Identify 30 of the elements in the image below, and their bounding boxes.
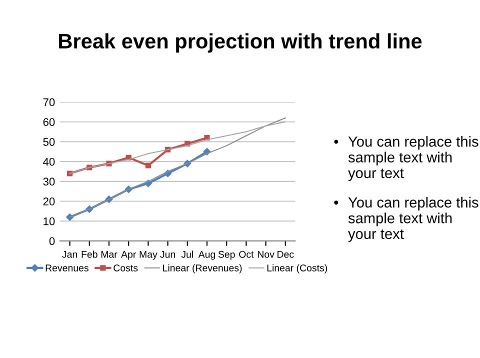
legend-label: Revenues [46,264,88,272]
y-tick-label: 60 [43,118,55,126]
y-tick-label: 0 [49,237,55,246]
x-tick-label: Mar [101,251,118,258]
x-tick-label: Jun [160,251,176,258]
x-tick-label: Nov [258,251,274,258]
x-tick-label: Apr [121,251,136,260]
y-tick-label: 50 [43,138,55,146]
text: • [334,200,338,205]
y-tick-label: 30 [43,178,55,186]
x-tick-label: Sep [218,250,235,260]
legend-label: Costs [114,264,138,272]
y-tick-label: 70 [43,98,55,106]
x-tick-label: Oct [239,250,254,258]
y-tick-label: 20 [43,198,55,206]
text: • [334,140,338,144]
y-tick-label: 40 [43,158,55,166]
x-tick-label: May [140,251,158,260]
y-tick-label: 10 [44,217,55,226]
legend-label: Linear (Revenues) [163,264,242,274]
chart-title: Break even projection with trend line [59,33,422,53]
point [145,162,151,168]
text: You can replace this sample text with your text [348,196,478,242]
text: You can replace this sample text with your text [348,136,478,182]
legend-label: Linear (Costs) [267,264,328,274]
x-tick-label: Feb [82,250,98,258]
x-tick-label: Jul [181,250,193,258]
x-tick-label: Jan [62,251,78,258]
x-tick-label: Aug [198,251,216,260]
x-tick-label: Dec [278,251,294,258]
